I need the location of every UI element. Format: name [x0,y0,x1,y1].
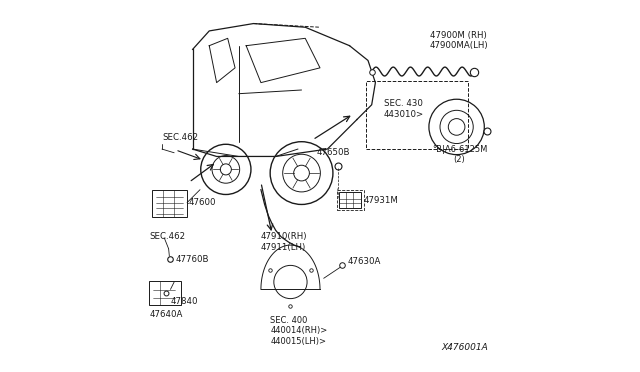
Text: SEC.462: SEC.462 [162,133,198,142]
Text: SEC. 400
440014(RH)>
440015(LH)>: SEC. 400 440014(RH)> 440015(LH)> [270,316,328,346]
Text: 47600: 47600 [189,198,216,207]
Text: 47910(RH)
47911(LH): 47910(RH) 47911(LH) [260,232,307,251]
Bar [339,192,362,208]
Text: 47900M (RH)
47900MA(LH): 47900M (RH) 47900MA(LH) [430,31,489,50]
Text: 47760B: 47760B [175,254,209,264]
Bar [152,190,187,217]
Text: 47630A: 47630A [348,257,381,266]
Bar [366,81,468,149]
Bar [149,281,181,305]
Text: SEC. 430
443010>: SEC. 430 443010> [383,99,424,119]
Bar [337,190,364,210]
Text: X476001A: X476001A [441,343,488,352]
Text: 47931M: 47931M [363,196,398,205]
Text: 47650B: 47650B [316,148,349,157]
Text: 47640A: 47640A [149,310,183,319]
Text: °B|A6-6125M
(2): °B|A6-6125M (2) [432,145,487,164]
Text: SEC.462: SEC.462 [149,232,186,241]
Text: 47840: 47840 [170,297,198,306]
